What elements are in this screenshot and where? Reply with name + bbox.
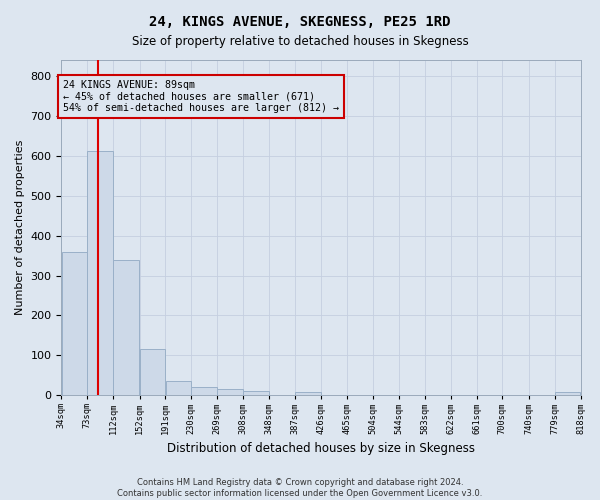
Text: Size of property relative to detached houses in Skegness: Size of property relative to detached ho… (131, 35, 469, 48)
Text: 24, KINGS AVENUE, SKEGNESS, PE25 1RD: 24, KINGS AVENUE, SKEGNESS, PE25 1RD (149, 15, 451, 29)
Text: 24 KINGS AVENUE: 89sqm
← 45% of detached houses are smaller (671)
54% of semi-de: 24 KINGS AVENUE: 89sqm ← 45% of detached… (64, 80, 340, 113)
Bar (140, 350, 165, 395)
Bar (243, 391, 269, 395)
Bar (113, 260, 139, 395)
Bar (217, 389, 242, 395)
Bar (88, 151, 113, 395)
Text: Contains HM Land Registry data © Crown copyright and database right 2024.
Contai: Contains HM Land Registry data © Crown c… (118, 478, 482, 498)
Bar (191, 387, 217, 395)
X-axis label: Distribution of detached houses by size in Skegness: Distribution of detached houses by size … (167, 442, 475, 455)
Bar (62, 252, 87, 395)
Bar (295, 392, 321, 395)
Y-axis label: Number of detached properties: Number of detached properties (15, 140, 25, 316)
Bar (166, 382, 191, 395)
Bar (555, 392, 580, 395)
